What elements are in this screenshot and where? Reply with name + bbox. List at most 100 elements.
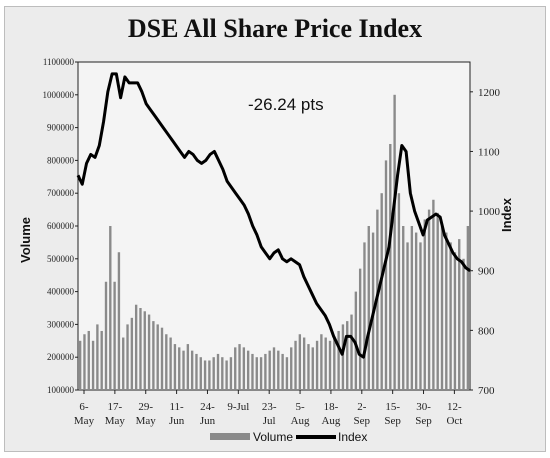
- volume-bar: [281, 353, 284, 390]
- left-tick-label: 700000: [47, 188, 75, 198]
- x-tick-label-top: 5-: [295, 401, 305, 413]
- x-tick-label-top: 15-: [385, 401, 400, 413]
- volume-bar: [341, 324, 345, 390]
- x-tick-label-bottom: May: [136, 415, 157, 427]
- left-tick-label: 500000: [47, 254, 75, 264]
- x-tick-label-bottom: Jul: [263, 415, 276, 427]
- x-tick-label-bottom: Jun: [200, 415, 216, 427]
- legend-label-index: Index: [338, 430, 367, 444]
- left-tick-label: 300000: [47, 319, 75, 329]
- volume-bar: [466, 226, 470, 390]
- volume-bar: [255, 357, 258, 390]
- volume-bar: [333, 337, 336, 390]
- y-right-axis-title: Index: [499, 197, 514, 232]
- volume-bar: [195, 353, 198, 390]
- volume-bar: [160, 327, 164, 390]
- x-tick-label-bottom: May: [105, 415, 126, 427]
- volume-bar: [178, 347, 181, 390]
- volume-bar: [350, 314, 353, 390]
- volume-bar: [268, 350, 271, 390]
- x-tick-label-bottom: May: [74, 415, 95, 427]
- volume-bar: [100, 330, 103, 390]
- right-tick-label: 1000: [478, 206, 501, 218]
- volume-bar: [212, 357, 215, 390]
- volume-bar: [285, 357, 289, 390]
- volume-bar: [458, 239, 461, 390]
- volume-bar: [427, 209, 431, 390]
- volume-bar: [302, 337, 306, 390]
- chart-title: DSE All Share Price Index: [127, 14, 423, 43]
- volume-bar: [259, 357, 263, 390]
- legend-swatch-index: [296, 435, 336, 439]
- volume-bar: [320, 334, 323, 390]
- volume-bar: [225, 360, 228, 390]
- volume-bar: [216, 353, 220, 390]
- volume-bar: [169, 337, 172, 390]
- volume-bar: [91, 340, 95, 390]
- volume-bar: [298, 334, 302, 390]
- volume-bar: [173, 344, 177, 390]
- volume-bar: [315, 340, 319, 390]
- x-tick-label-top: 11-: [169, 401, 184, 413]
- x-tick-label-top: 24-: [200, 401, 215, 413]
- right-tick-label: 1200: [478, 87, 501, 99]
- volume-bar: [199, 357, 202, 390]
- volume-bar: [380, 193, 383, 390]
- left-tick-label: 900000: [47, 123, 75, 133]
- volume-bar: [238, 344, 241, 390]
- volume-bar: [264, 353, 267, 390]
- volume-bar: [423, 219, 426, 390]
- x-tick-label-top: 30-: [416, 401, 431, 413]
- x-tick-label-top: 2-: [357, 401, 367, 413]
- x-tick-label-top: 17-: [108, 401, 123, 413]
- annotation-label: -26.24 pts: [248, 95, 324, 114]
- volume-bar: [393, 94, 396, 391]
- volume-bar: [109, 226, 112, 390]
- volume-bar: [410, 226, 414, 390]
- legend-label-volume: Volume: [253, 430, 293, 444]
- volume-bar: [445, 232, 448, 390]
- legend-swatch-volume: [210, 433, 250, 440]
- y-left-axis-title: Volume: [18, 217, 33, 263]
- volume-bar: [156, 324, 159, 390]
- volume-bar: [294, 340, 297, 390]
- x-tick-label-bottom: Oct: [446, 415, 462, 427]
- left-tick-label: 200000: [47, 352, 75, 362]
- volume-bar: [311, 347, 314, 390]
- x-tick-label-top: 9-Jul: [227, 401, 249, 413]
- x-tick-label-top: 23-: [262, 401, 277, 413]
- right-tick-label: 800: [478, 325, 495, 337]
- volume-bar: [130, 317, 134, 390]
- volume-bar: [165, 334, 168, 390]
- x-tick-label-top: 6-: [79, 401, 89, 413]
- volume-bar: [462, 258, 465, 390]
- volume-bar: [384, 160, 388, 390]
- volume-bar: [122, 337, 125, 390]
- volume-bar: [307, 344, 310, 390]
- volume-bar: [324, 337, 327, 390]
- volume-bar: [346, 321, 349, 390]
- plot-area: [77, 61, 471, 391]
- volume-bar: [449, 242, 452, 390]
- volume-bar: [152, 321, 155, 390]
- volume-bar: [126, 324, 129, 390]
- volume-bar: [440, 226, 444, 390]
- volume-bar: [78, 340, 82, 390]
- volume-bar: [147, 314, 151, 390]
- volume-bars: [78, 94, 470, 391]
- legend: Volume Index: [210, 430, 367, 444]
- volume-bar: [367, 226, 370, 390]
- x-tick-label-top: 29-: [138, 401, 153, 413]
- volume-bar: [337, 330, 340, 390]
- x-axis-ticks: 6- May 17- May 29- May 11- Jun 24- Jun 9-Jul 23- Jul…: [74, 390, 462, 427]
- volume-bar: [186, 344, 190, 390]
- x-tick-label-bottom: Sep: [415, 415, 432, 427]
- volume-bar: [143, 311, 146, 390]
- left-tick-label: 100000: [47, 385, 75, 395]
- x-tick-label-bottom: Sep: [384, 415, 401, 427]
- volume-bar: [414, 232, 418, 390]
- volume-bar: [96, 324, 99, 390]
- volume-bar: [234, 347, 237, 390]
- volume-bar: [358, 268, 362, 390]
- left-axis-ticks: 1100000 1000000 900000 800000 700000 600000 50…: [43, 57, 78, 395]
